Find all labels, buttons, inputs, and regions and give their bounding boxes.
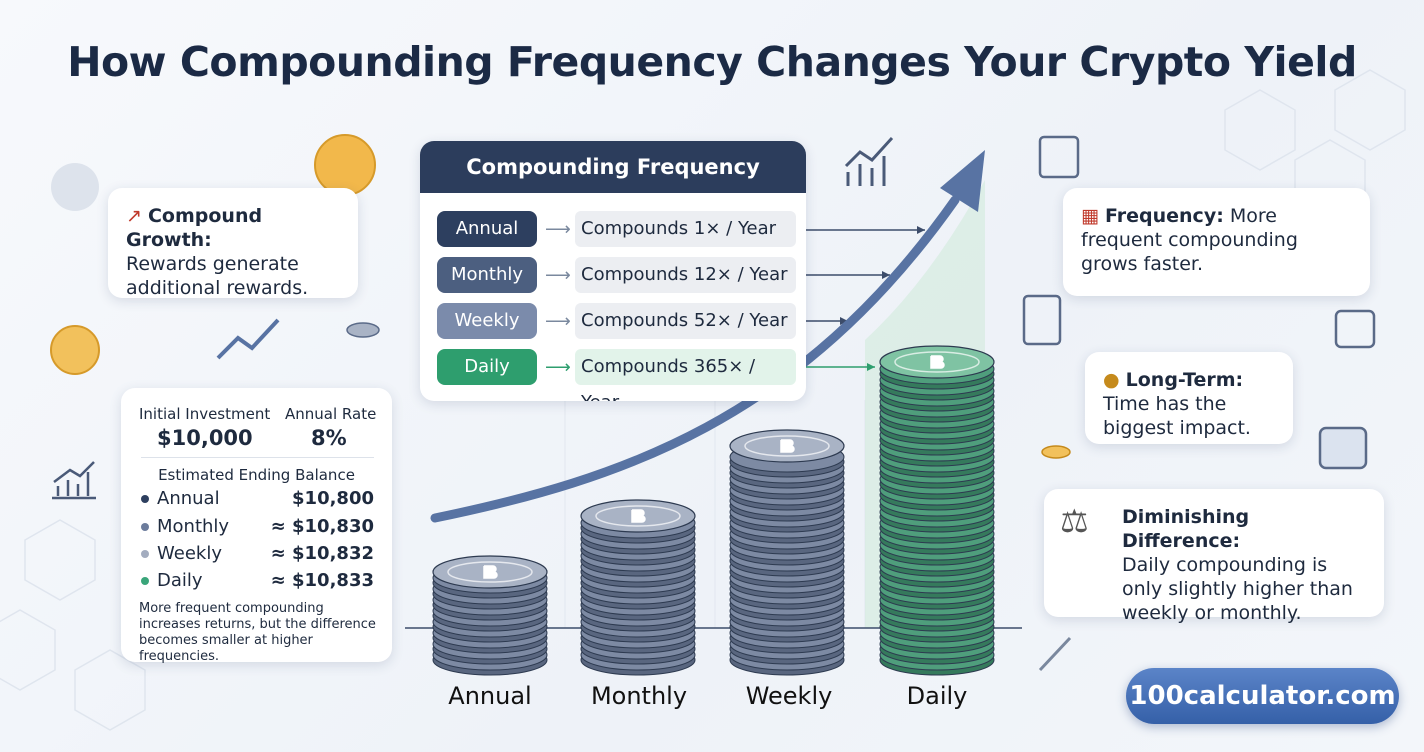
note: More frequent compounding increases retu…: [139, 601, 376, 664]
connector-head: [917, 226, 925, 234]
pill: Weekly: [437, 303, 537, 339]
marker: ↗: [126, 205, 142, 227]
marker: ●: [1103, 369, 1120, 391]
rate: 8%: [311, 426, 347, 450]
callout-text: Rewards generate additional rewards.: [126, 253, 309, 299]
callout: ● Long-Term: Time has the biggest impact…: [1085, 352, 1293, 444]
connector-head: [840, 317, 848, 325]
marker: [141, 495, 149, 503]
summary-card: Initial Investment $10,000 Annual Rate 8…: [121, 388, 392, 664]
row-name: Weekly: [157, 543, 222, 564]
coin-inner: [447, 561, 533, 583]
coin-inner: [744, 435, 830, 457]
row-value: ≈ $10,830: [270, 516, 374, 537]
callout: ▦ Frequency: More frequent compounding g…: [1063, 188, 1370, 296]
arrow: ⟶: [545, 219, 571, 240]
element: Diminishing Difference: Daily compoundin…: [1122, 505, 1366, 625]
stack-label: Daily: [906, 682, 968, 710]
hexagon: [0, 609, 56, 691]
divider: [141, 457, 374, 458]
investment: $10,000: [157, 426, 253, 450]
brand-button[interactable]: 100calculator.com: [1126, 668, 1399, 724]
balance-row: Weekly ≈ $10,832: [141, 543, 374, 569]
stack-label: Weekly: [745, 682, 833, 710]
stack-label: Monthly: [590, 682, 688, 710]
arrow: ⟶: [545, 265, 571, 286]
icon-percent: [1038, 636, 1072, 672]
coin-symbol: [780, 439, 795, 453]
icon-chart-2: [52, 461, 96, 500]
pill: Daily: [437, 349, 537, 385]
connector-head: [867, 363, 875, 371]
hexagon: [1224, 89, 1296, 171]
coin-inner: [595, 505, 681, 527]
pill: Monthly: [437, 257, 537, 293]
row-name: Monthly: [157, 516, 230, 537]
marker: [141, 523, 149, 531]
balance-row: Daily ≈ $10,833: [141, 570, 374, 596]
arrow: ⟶: [545, 357, 571, 378]
coin-symbol: [930, 355, 945, 369]
growth-arrow-head: [940, 150, 985, 212]
callout-heading: Long-Term:: [1125, 369, 1244, 391]
balance-row: Monthly ≈ $10,830: [141, 516, 374, 542]
row-value: ≈ $10,833: [270, 570, 374, 591]
hexagon: [74, 649, 146, 731]
row-text: Compounds 365× / Year: [575, 349, 796, 401]
balance-row: Annual $10,800: [141, 488, 374, 514]
icon-wallet: [1334, 309, 1376, 349]
callout: ⚖ Diminishing Difference: Daily compound…: [1044, 489, 1384, 624]
callout: ↗ Compound Growth: Rewards generate addi…: [108, 188, 358, 299]
growth-arrow: [430, 195, 960, 523]
callout-text: Time has the biggest impact.: [1103, 393, 1251, 439]
icon-coins: [346, 322, 380, 338]
row-value: ≈ $10,832: [270, 543, 374, 564]
label: Estimated Ending Balance: [158, 466, 355, 484]
row-name: Daily: [157, 570, 203, 591]
coin-symbol: [631, 509, 646, 523]
scale-icon: ⚖: [1060, 502, 1089, 540]
label: Initial Investment: [139, 405, 271, 423]
coin-symbol: [483, 565, 498, 579]
arrow: ⟶: [545, 311, 571, 332]
row-name: Annual: [157, 488, 220, 509]
row-text: Compounds 1× / Year: [575, 211, 796, 247]
row-text: Compounds 12× / Year: [575, 257, 796, 293]
callout-heading: Diminishing Difference:: [1122, 506, 1250, 552]
title: How Compounding Frequency Changes Your C…: [67, 38, 1357, 86]
icon-arrow: [216, 318, 280, 360]
callout-heading: Frequency:: [1105, 205, 1224, 227]
callout-text: More frequent compounding grows faster.: [1081, 205, 1298, 275]
coin-icon: [50, 325, 100, 375]
icon-coins: [1041, 445, 1071, 459]
row-text: Compounds 52× / Year: [575, 303, 796, 339]
connector-head: [882, 271, 890, 279]
frequency-panel: Compounding Frequency Annual ⟶ Compounds…: [420, 141, 806, 401]
label: Annual Rate: [285, 405, 377, 423]
coin-icon: [314, 134, 376, 196]
coin-inner: [894, 351, 980, 373]
row-value: $10,800: [292, 488, 374, 509]
callout-text: Daily compounding is only slightly highe…: [1122, 554, 1353, 624]
stack-label: Annual: [448, 682, 532, 710]
marker: [141, 550, 149, 558]
marker: ▦: [1081, 205, 1099, 227]
icon-chart: [844, 136, 894, 186]
pill: Annual: [437, 211, 537, 247]
panel-title: Compounding Frequency: [420, 141, 806, 193]
hexagon: [24, 519, 96, 601]
icon-wallet-2: [1318, 426, 1368, 470]
icon-calculator: [1022, 294, 1062, 346]
marker: [141, 577, 149, 585]
coin-icon: [51, 163, 99, 211]
callout-heading: Compound Growth:: [126, 205, 263, 251]
icon-calendar: [1038, 135, 1080, 179]
hexagon: [1334, 69, 1406, 151]
